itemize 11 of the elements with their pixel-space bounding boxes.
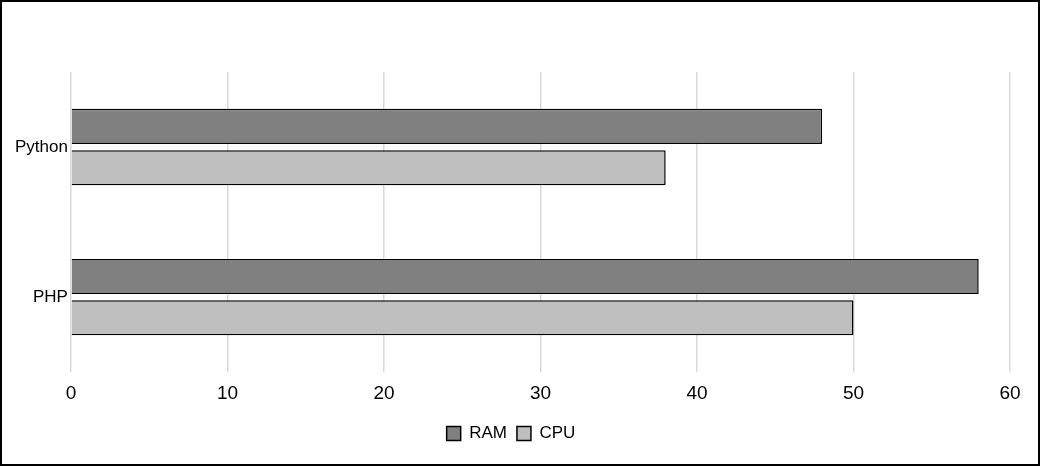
legend-label: RAM [469,423,507,443]
x-tick-label: 30 [529,381,552,403]
x-tick-label: 40 [686,381,708,403]
x-tick-label: 50 [842,381,865,403]
x-tick-label: 0 [65,381,77,403]
x-tick-label: 60 [999,381,1021,403]
y-tick-label: PHP [32,286,68,306]
x-tick-label: 10 [216,381,239,403]
y-tick-label: Python [14,136,68,156]
legend-label: CPU [539,423,576,443]
x-tick-label: 20 [373,381,395,403]
